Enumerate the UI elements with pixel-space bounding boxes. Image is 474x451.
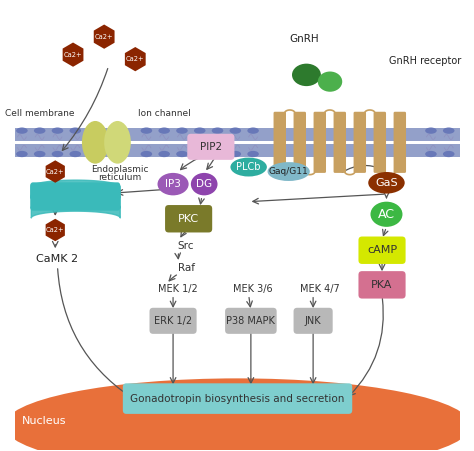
Text: cAMP: cAMP — [367, 245, 397, 255]
Text: GaS: GaS — [375, 178, 398, 188]
Ellipse shape — [443, 128, 455, 134]
Ellipse shape — [176, 128, 188, 134]
FancyBboxPatch shape — [187, 134, 235, 160]
Text: P38 MAPK: P38 MAPK — [227, 316, 275, 326]
Ellipse shape — [267, 162, 310, 181]
Ellipse shape — [16, 151, 27, 157]
Text: Ion channel: Ion channel — [137, 109, 190, 118]
Text: Endoplasmic: Endoplasmic — [91, 165, 148, 174]
Text: Ca2+: Ca2+ — [64, 52, 82, 58]
FancyBboxPatch shape — [165, 205, 212, 232]
Ellipse shape — [229, 128, 241, 134]
Text: AC: AC — [378, 208, 395, 221]
Ellipse shape — [247, 151, 259, 157]
Text: MEK 3/6: MEK 3/6 — [233, 284, 273, 295]
Text: PKA: PKA — [371, 280, 393, 290]
Text: PKC: PKC — [178, 214, 199, 224]
FancyBboxPatch shape — [393, 112, 406, 173]
Text: Src: Src — [178, 241, 194, 251]
Ellipse shape — [70, 151, 81, 157]
Text: Ca2+: Ca2+ — [46, 227, 64, 233]
Text: ERK 1/2: ERK 1/2 — [154, 316, 192, 326]
Ellipse shape — [371, 202, 402, 227]
Text: CaMK 2: CaMK 2 — [36, 254, 79, 264]
Ellipse shape — [52, 128, 63, 134]
Ellipse shape — [425, 128, 437, 134]
Ellipse shape — [52, 151, 63, 157]
Text: Nucleus: Nucleus — [22, 416, 66, 426]
Text: PIP2: PIP2 — [200, 142, 222, 152]
Ellipse shape — [194, 128, 206, 134]
Ellipse shape — [176, 151, 188, 157]
Ellipse shape — [82, 121, 109, 164]
Text: Cell membrane: Cell membrane — [5, 109, 74, 118]
Ellipse shape — [212, 151, 223, 157]
FancyBboxPatch shape — [358, 271, 406, 299]
Ellipse shape — [104, 121, 131, 164]
FancyBboxPatch shape — [273, 112, 286, 173]
Ellipse shape — [141, 151, 152, 157]
Ellipse shape — [34, 151, 46, 157]
Text: IP3: IP3 — [165, 179, 181, 189]
Ellipse shape — [230, 157, 267, 176]
Text: Ca2+: Ca2+ — [126, 56, 145, 62]
Ellipse shape — [191, 173, 218, 195]
Text: Ca2+: Ca2+ — [95, 34, 113, 40]
Text: reticulum: reticulum — [98, 173, 141, 182]
Ellipse shape — [141, 128, 152, 134]
Ellipse shape — [194, 151, 206, 157]
Ellipse shape — [368, 172, 405, 193]
Ellipse shape — [229, 151, 241, 157]
Ellipse shape — [247, 128, 259, 134]
FancyBboxPatch shape — [358, 236, 406, 264]
Text: MEK 4/7: MEK 4/7 — [300, 284, 339, 295]
Ellipse shape — [34, 128, 46, 134]
FancyBboxPatch shape — [314, 112, 326, 173]
Text: Ca2+: Ca2+ — [46, 169, 64, 175]
FancyBboxPatch shape — [293, 308, 333, 334]
FancyBboxPatch shape — [374, 112, 386, 173]
FancyBboxPatch shape — [334, 112, 346, 173]
Text: JNK: JNK — [305, 316, 321, 326]
Text: MEK 1/2: MEK 1/2 — [157, 284, 197, 295]
Ellipse shape — [292, 64, 321, 86]
Ellipse shape — [212, 128, 223, 134]
Ellipse shape — [16, 128, 27, 134]
Ellipse shape — [4, 378, 471, 451]
Text: PLCb: PLCb — [237, 162, 261, 172]
FancyBboxPatch shape — [30, 193, 120, 211]
FancyBboxPatch shape — [293, 112, 306, 173]
FancyBboxPatch shape — [225, 308, 277, 334]
FancyBboxPatch shape — [30, 182, 120, 199]
Ellipse shape — [158, 128, 170, 134]
Ellipse shape — [157, 173, 189, 195]
Ellipse shape — [158, 151, 170, 157]
Ellipse shape — [425, 151, 437, 157]
Ellipse shape — [318, 72, 342, 92]
Text: Gonadotropin biosynthesis and secretion: Gonadotropin biosynthesis and secretion — [130, 394, 345, 404]
Text: GnRH: GnRH — [290, 34, 319, 44]
FancyBboxPatch shape — [123, 383, 352, 414]
Text: Gaq/G11: Gaq/G11 — [269, 167, 309, 176]
Ellipse shape — [70, 128, 81, 134]
Ellipse shape — [443, 151, 455, 157]
Text: DG: DG — [196, 179, 212, 189]
Text: GnRH receptor: GnRH receptor — [389, 56, 461, 66]
Text: Raf: Raf — [178, 263, 194, 273]
FancyBboxPatch shape — [15, 128, 460, 141]
FancyBboxPatch shape — [30, 183, 120, 200]
FancyBboxPatch shape — [15, 144, 460, 156]
FancyBboxPatch shape — [354, 112, 366, 173]
FancyBboxPatch shape — [149, 308, 197, 334]
